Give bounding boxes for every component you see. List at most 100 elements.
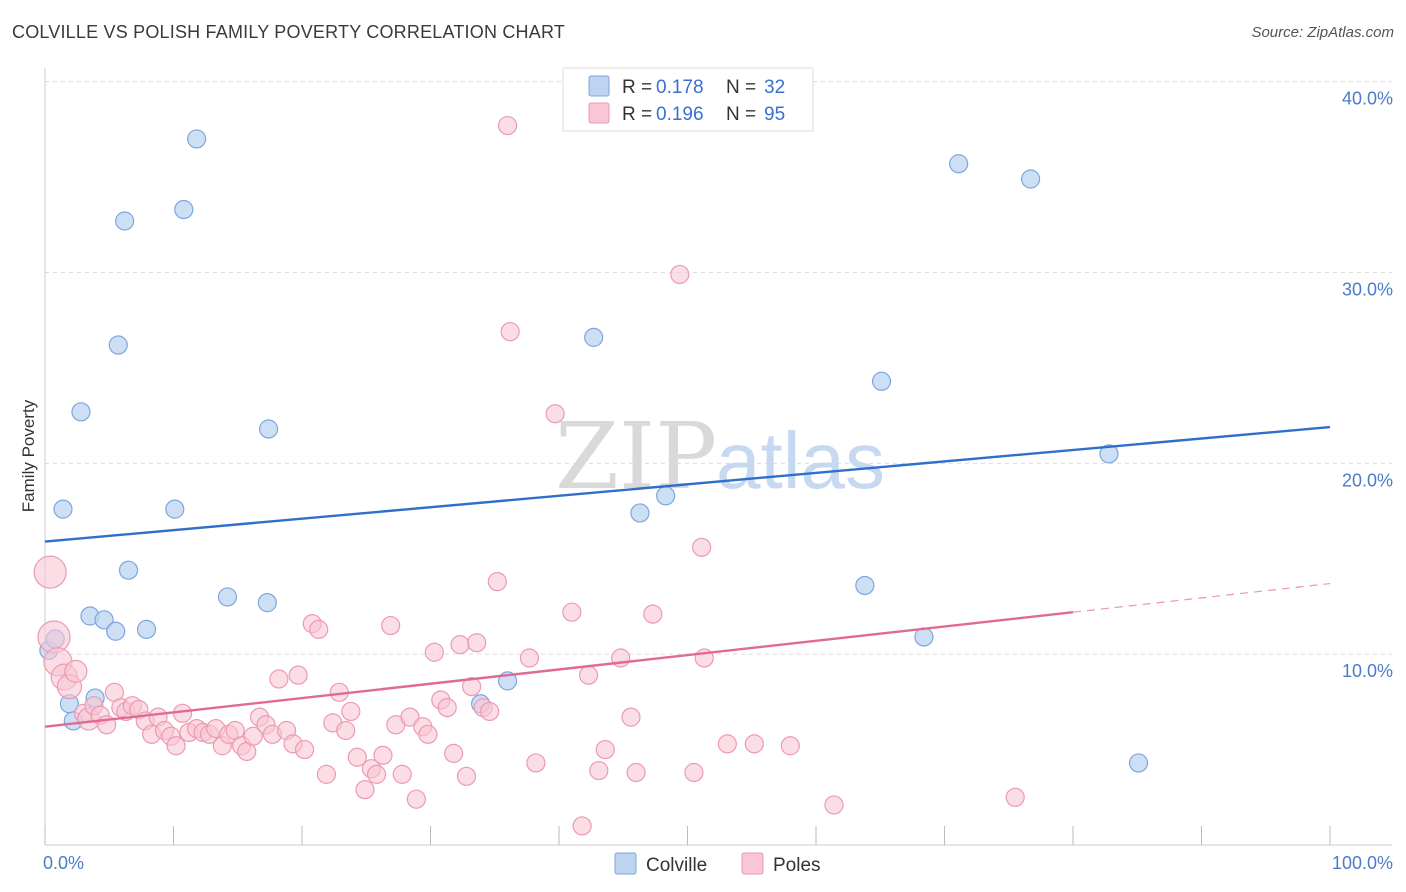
poles-point (595, 739, 615, 760)
axes (44, 68, 1392, 846)
colville-point (136, 619, 157, 639)
poles-point (316, 764, 337, 784)
poles-point (545, 404, 565, 424)
poles-point (498, 115, 518, 136)
y-tick-label: 40.0% (1342, 89, 1393, 109)
legend-swatch-colville (588, 75, 610, 97)
colville-point (165, 499, 185, 519)
colville-point (855, 575, 875, 596)
poles-point (684, 762, 704, 783)
y-tick-label: 20.0% (1342, 470, 1393, 490)
poles-point (1005, 787, 1025, 807)
legend-r-value: 0.178 (656, 77, 704, 98)
grid-lines (45, 81, 1392, 655)
legend-swatch-colville (614, 852, 637, 875)
colville-point (106, 621, 126, 641)
colville-point (71, 402, 91, 422)
poles-point (526, 753, 546, 773)
colville-point (115, 211, 135, 231)
legend-n-label: N = (726, 77, 756, 98)
poles-point (467, 633, 487, 653)
watermark-zip: ZIP (555, 403, 717, 510)
poles-point (424, 642, 444, 662)
colville-point (257, 593, 277, 613)
colville-point (174, 199, 194, 220)
poles-point (519, 648, 540, 668)
legend-label-poles: Poles (773, 855, 821, 876)
poles-point (336, 720, 356, 741)
colville-trend-line (44, 425, 1331, 543)
colville-point (258, 419, 279, 439)
legend-swatch-poles (741, 852, 764, 875)
poles-point (243, 726, 263, 746)
colville-point (584, 327, 604, 347)
poles-point (462, 677, 482, 697)
x-tick-label: 100.0% (1332, 853, 1393, 873)
x-tick-label: 0.0% (43, 853, 84, 873)
poles-point (692, 537, 712, 557)
poles-point (589, 760, 609, 781)
poles-point (562, 602, 582, 622)
poles-point (33, 555, 67, 589)
y-axis-label: Family Poverty (19, 399, 38, 512)
poles-point (166, 736, 186, 756)
colville-point (108, 335, 128, 355)
colville-point (187, 129, 207, 149)
colville-point (871, 371, 892, 391)
colville-point (217, 587, 238, 607)
colville-point (1128, 753, 1149, 773)
colville-point (656, 486, 676, 506)
poles-points (33, 115, 1025, 836)
poles-point (824, 795, 844, 815)
poles-point (572, 816, 592, 836)
colville-point (53, 499, 73, 519)
poles-point (172, 703, 193, 723)
poles-point (309, 619, 329, 639)
poles-point (392, 764, 412, 784)
legend-r-value: 0.196 (656, 104, 704, 125)
poles-trend-line (44, 610, 1074, 728)
poles-point (643, 604, 663, 624)
trend-lines (44, 425, 1331, 728)
poles-point (487, 572, 507, 592)
legend-label-colville: Colville (646, 855, 707, 876)
chart-title: COLVILLE VS POLISH FAMILY POVERTY CORREL… (12, 22, 566, 42)
poles-point (341, 701, 361, 722)
poles-point (670, 264, 690, 285)
poles-point (780, 736, 800, 756)
y-tick-label: 10.0% (1342, 661, 1393, 681)
poles-point (444, 743, 464, 764)
poles-point (288, 665, 308, 685)
legend-bottom: Colville Poles (614, 852, 821, 876)
watermark: ZIP atlas (555, 403, 885, 510)
poles-point (480, 701, 500, 722)
legend-top: R = 0.178 N = 32 R = 0.196 N = 95 (562, 67, 814, 132)
poles-point (418, 724, 438, 744)
poles-point (400, 707, 420, 727)
poles-point (347, 747, 367, 767)
poles-point (578, 665, 599, 685)
poles-point (626, 762, 646, 783)
legend-n-value: 95 (764, 104, 785, 125)
poles-point (64, 659, 88, 683)
poles-trend-extension (1072, 582, 1331, 613)
poles-point (373, 745, 393, 765)
poles-point (355, 780, 375, 800)
colville-point (94, 610, 114, 630)
poles-point (450, 635, 470, 655)
poles-point (500, 322, 520, 342)
poles-point (366, 764, 387, 784)
poles-point (294, 739, 315, 760)
poles-point (621, 707, 641, 727)
poles-point (269, 669, 289, 689)
legend-n-label: N = (726, 104, 756, 125)
poles-point (744, 734, 764, 754)
watermark-atlas: atlas (716, 416, 885, 505)
colville-point (1020, 169, 1041, 189)
colville-point (949, 154, 969, 174)
colville-point (1099, 444, 1119, 464)
tick-labels: 10.0% 20.0% 30.0% 40.0% 0.0% 100.0% (43, 89, 1393, 873)
poles-point (381, 615, 401, 636)
colville-point (630, 503, 650, 523)
